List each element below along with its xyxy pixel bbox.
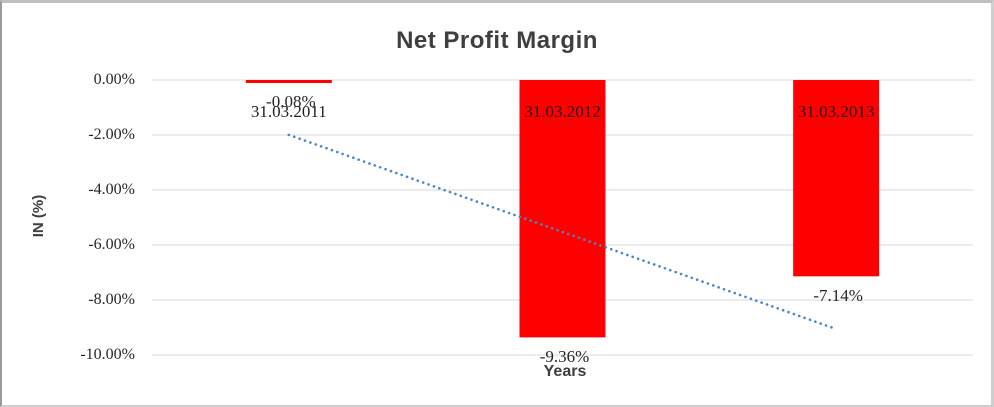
x-axis-title: Years xyxy=(543,363,587,380)
bar-31.03.2011 xyxy=(245,80,332,83)
y-tick-label: -8.00% xyxy=(88,291,135,308)
bar-31.03.2012 xyxy=(519,80,606,338)
chart-title: Net Profit Margin xyxy=(396,27,598,54)
y-tick-label: -2.00% xyxy=(88,126,135,143)
category-label: 31.03.2013 xyxy=(797,102,875,121)
y-tick-label: -6.00% xyxy=(88,236,135,253)
data-label: -9.36% xyxy=(539,347,590,367)
plot-area xyxy=(152,79,973,356)
data-label: -0.08% xyxy=(266,92,316,112)
data-label: -7.14% xyxy=(813,286,863,306)
category-label: 31.03.2012 xyxy=(524,102,601,121)
bar-31.03.2013 xyxy=(793,80,880,277)
trendline xyxy=(287,133,838,331)
y-tick-label: -10.00% xyxy=(80,346,135,363)
category-label: 31.03.2011 xyxy=(250,102,327,121)
y-tick-label: -4.00% xyxy=(88,181,135,198)
y-tick-label: 0.00% xyxy=(93,71,135,88)
